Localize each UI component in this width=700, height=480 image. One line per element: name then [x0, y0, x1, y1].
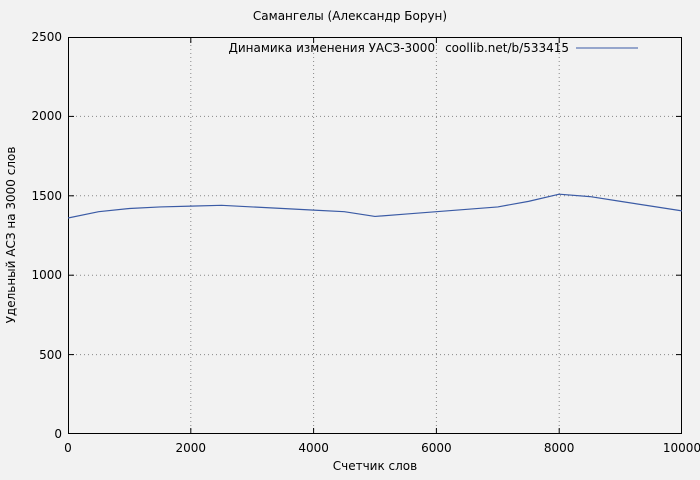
- y-tick-label: 1000: [31, 268, 62, 283]
- y-tick-label: 1500: [31, 188, 62, 203]
- legend-series-label: Динамика изменения УАСЗ-3000: [228, 41, 436, 55]
- y-tick-label: 500: [39, 347, 62, 362]
- y-axis-label: Удельный АСЗ на 3000 слов: [4, 146, 18, 324]
- x-tick-label: 8000: [543, 441, 575, 455]
- x-tick-label: 6000: [421, 441, 452, 455]
- legend-line-sample-icon: [576, 47, 638, 49]
- x-axis-label: Счетчик слов: [332, 459, 418, 473]
- y-tick-label: 0: [54, 427, 62, 441]
- y-tick-label: 2500: [31, 30, 62, 44]
- x-tick-label: 10000: [662, 441, 700, 455]
- x-tick-label: 2000: [175, 441, 207, 455]
- legend: Динамика изменения УАСЗ-3000 coollib.net…: [228, 41, 638, 55]
- x-tick-label: 0: [64, 441, 72, 455]
- chart-title: Самангелы (Александр Борун): [252, 9, 448, 23]
- plot-canvas: [68, 37, 682, 434]
- plot-area: Динамика изменения УАСЗ-3000 coollib.net…: [68, 37, 682, 434]
- legend-text: Динамика изменения УАСЗ-3000 coollib.net…: [228, 41, 569, 55]
- legend-source-url: coollib.net/b/533415: [445, 41, 569, 55]
- x-tick-label: 4000: [298, 441, 329, 455]
- y-tick-label: 2000: [31, 109, 62, 124]
